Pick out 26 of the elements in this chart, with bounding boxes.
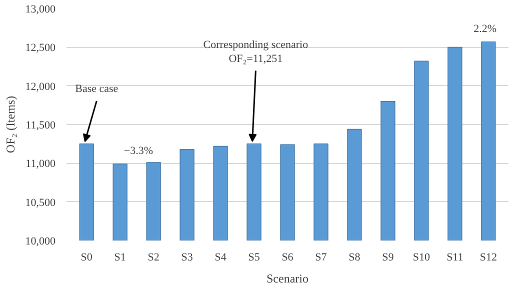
x-tick-label: S0 bbox=[80, 252, 93, 264]
annotation: −3.3% bbox=[124, 144, 154, 157]
x-tick-label: S9 bbox=[382, 252, 394, 264]
y-tick-label: 11,000 bbox=[26, 158, 56, 170]
x-tick-label: S6 bbox=[282, 252, 294, 264]
y-axis-title: OF₂ (Items) bbox=[3, 96, 18, 154]
x-tick-label: S10 bbox=[412, 252, 430, 264]
y-tick-label: 13,000 bbox=[25, 4, 56, 16]
x-tick-label: S7 bbox=[315, 252, 328, 264]
y-tick-label: 10,500 bbox=[25, 196, 56, 209]
x-tick-label: S1 bbox=[114, 252, 126, 264]
y-tick-label: 10,000 bbox=[25, 236, 56, 248]
annotation: Corresponding scenario OF₂=11,251 bbox=[203, 38, 309, 65]
x-tick-label: S8 bbox=[348, 252, 361, 264]
x-tick-label: S4 bbox=[214, 252, 227, 264]
x-tick-label: S12 bbox=[480, 252, 497, 264]
x-tick-label: S3 bbox=[181, 252, 194, 264]
y-tick-label: 12,500 bbox=[25, 42, 56, 54]
annotation: 2.2% bbox=[474, 22, 497, 35]
x-tick-label: S5 bbox=[248, 252, 260, 264]
x-axis-title: Scenario bbox=[266, 272, 308, 286]
annotation: Base case bbox=[75, 83, 118, 96]
y-tick-label: 12,000 bbox=[25, 80, 56, 93]
y-tick-label: 11,500 bbox=[26, 120, 56, 132]
x-tick-label: S2 bbox=[148, 252, 160, 264]
x-tick-label: S11 bbox=[446, 252, 464, 264]
